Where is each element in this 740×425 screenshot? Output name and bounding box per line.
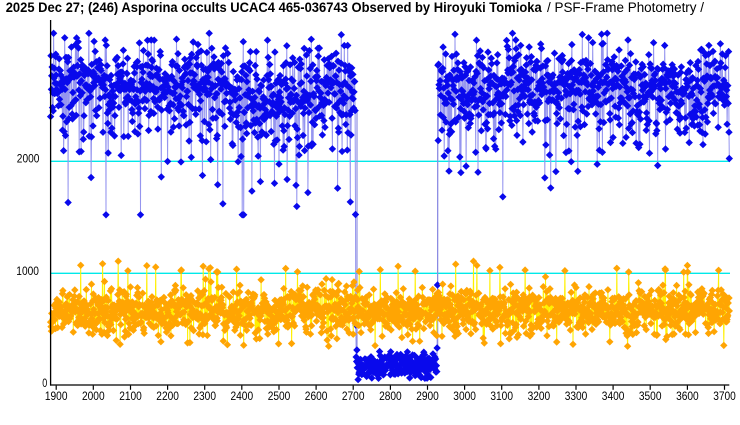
svg-text:3300: 3300 bbox=[565, 389, 588, 403]
svg-text:2000: 2000 bbox=[82, 389, 105, 403]
svg-text:1000: 1000 bbox=[16, 264, 39, 278]
svg-text:2400: 2400 bbox=[231, 389, 254, 403]
svg-text:2000: 2000 bbox=[17, 152, 40, 166]
svg-text:3600: 3600 bbox=[676, 389, 699, 403]
svg-text:2300: 2300 bbox=[193, 389, 216, 403]
svg-text:0: 0 bbox=[42, 376, 47, 390]
svg-text:1900: 1900 bbox=[45, 389, 68, 403]
svg-text:2200: 2200 bbox=[156, 389, 179, 403]
svg-text:2025 Dec 27; (246) Asporina oc: 2025 Dec 27; (246) Asporina occults UCAC… bbox=[6, 0, 542, 15]
svg-text:2800: 2800 bbox=[379, 389, 402, 403]
svg-text:3400: 3400 bbox=[602, 389, 625, 403]
svg-text:2100: 2100 bbox=[119, 389, 142, 403]
svg-text:2700: 2700 bbox=[342, 389, 365, 403]
svg-text:2600: 2600 bbox=[305, 389, 328, 403]
svg-text:2500: 2500 bbox=[268, 389, 291, 403]
svg-text:3200: 3200 bbox=[528, 389, 551, 403]
svg-text:3100: 3100 bbox=[490, 389, 513, 403]
svg-text:3700: 3700 bbox=[713, 389, 736, 403]
svg-text:3500: 3500 bbox=[639, 389, 662, 403]
svg-text:3000: 3000 bbox=[453, 389, 476, 403]
svg-text:2900: 2900 bbox=[416, 389, 439, 403]
svg-text:/ PSF-Frame Photometry /: / PSF-Frame Photometry / bbox=[547, 0, 704, 15]
